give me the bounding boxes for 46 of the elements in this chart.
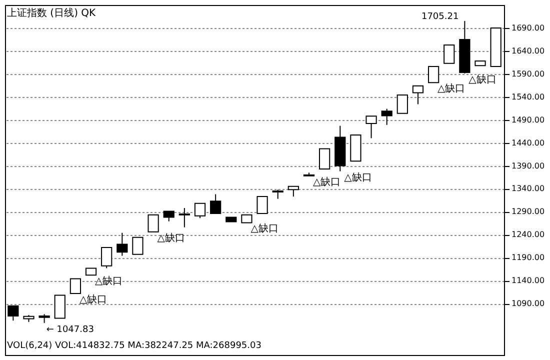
candlestick: [8, 305, 19, 322]
y-tick-label: 1090.00: [512, 299, 545, 308]
y-tick-label: 1240.00: [512, 230, 545, 240]
candlestick: [132, 236, 144, 255]
candlestick: [194, 202, 206, 219]
candlestick: [444, 44, 455, 64]
y-tick-label: 1190.00: [512, 253, 545, 262]
y-tick-label: 1440.00: [512, 138, 545, 148]
candlestick: [163, 210, 174, 222]
candlestick: [366, 116, 377, 139]
candlestick: [396, 94, 408, 114]
y-tick-label: 1340.00: [512, 184, 545, 194]
candlestick: [428, 66, 440, 84]
candlestick: [210, 194, 222, 214]
annotation: △缺口: [95, 275, 123, 288]
chart-title: 上证指数 (日线) QK: [7, 7, 96, 19]
y-tick-label: 1390.00: [512, 161, 545, 170]
candlestick: [412, 85, 424, 105]
annotation: △缺口: [157, 232, 185, 244]
candlestick: [272, 189, 284, 200]
candlestick: [54, 294, 66, 319]
candlestick: [116, 232, 128, 256]
candlestick: [70, 278, 82, 294]
y-tick-label: 1490.00: [512, 115, 545, 124]
candlestick: [288, 186, 299, 198]
y-tick-label: 1690.00: [512, 23, 545, 32]
annotation: △缺口: [250, 222, 278, 235]
y-tick-label: 1640.00: [512, 46, 545, 56]
candlestick: [178, 208, 190, 228]
y-tick-label: 1590.00: [512, 69, 545, 78]
annotation: △缺口: [79, 293, 108, 306]
annotation: △缺口: [468, 73, 496, 86]
y-tick-label: 1290.00: [512, 207, 545, 216]
annotation: △缺口: [438, 82, 466, 95]
candlestick: [381, 108, 392, 126]
candlestick: [319, 148, 330, 170]
annotation: VOL(6,24) VOL:414832.75 MA:382247.25 MA:268995.03: [7, 341, 262, 351]
candlestick: [148, 214, 159, 232]
annotation: 1705.21: [421, 12, 459, 22]
candlestick: [256, 196, 268, 214]
y-tick-label: 1540.00: [512, 92, 545, 102]
annotation: △缺口: [312, 176, 341, 188]
y-tick-label: 1140.00: [512, 276, 545, 286]
annotation: △缺口: [344, 171, 372, 184]
candlestick: [101, 247, 112, 269]
annotation: ← 1047.83: [46, 324, 94, 335]
